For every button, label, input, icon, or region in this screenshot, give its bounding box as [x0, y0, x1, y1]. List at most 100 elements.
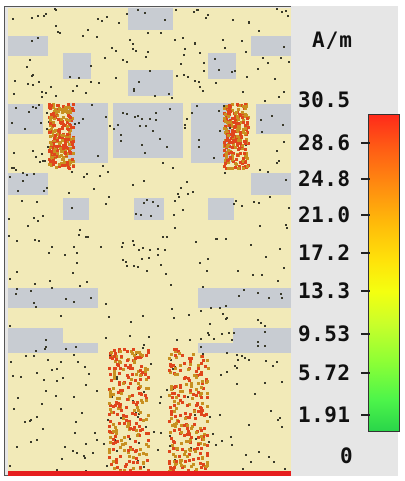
- current-arrow-icon: [223, 105, 225, 107]
- current-arrow-icon: [134, 413, 137, 416]
- current-arrow-icon: [162, 162, 164, 164]
- current-arrow-icon: [281, 11, 283, 13]
- current-arrow-icon: [108, 316, 110, 318]
- current-arrow-icon: [224, 162, 227, 165]
- current-arrow-icon: [219, 307, 221, 309]
- current-arrow-icon: [117, 124, 119, 126]
- legend-tick: 24.8: [298, 167, 351, 191]
- current-arrow-icon: [116, 450, 118, 452]
- current-arrow-icon: [26, 66, 28, 68]
- current-arrow-icon: [234, 166, 237, 169]
- current-arrow-icon: [236, 126, 239, 129]
- current-arrow-icon: [24, 421, 26, 423]
- current-arrow-icon: [247, 142, 250, 145]
- current-arrow-icon: [180, 459, 183, 462]
- current-arrow-icon: [57, 129, 60, 132]
- current-arrow-icon: [109, 390, 112, 393]
- current-arrow-icon: [189, 389, 192, 392]
- current-arrow-icon: [179, 364, 182, 367]
- current-arrow-icon: [119, 350, 122, 353]
- current-arrow-icon: [127, 435, 130, 438]
- current-arrow-icon: [231, 125, 234, 128]
- current-arrow-icon: [122, 259, 124, 261]
- legend-tick: 21.0: [298, 203, 351, 227]
- current-arrow-icon: [240, 104, 243, 107]
- current-arrow-icon: [125, 415, 128, 418]
- current-arrow-icon: [230, 436, 232, 438]
- colorbar-tick: [361, 414, 370, 416]
- current-arrow-icon: [42, 215, 44, 217]
- current-arrow-icon: [244, 148, 247, 151]
- current-arrow-icon: [85, 384, 87, 386]
- current-arrow-icon: [174, 367, 177, 370]
- current-arrow-icon: [138, 453, 141, 456]
- current-arrow-icon: [173, 317, 175, 319]
- current-arrow-icon: [169, 406, 172, 409]
- current-arrow-icon: [204, 365, 207, 368]
- current-arrow-icon: [69, 109, 72, 112]
- current-arrow-icon: [229, 133, 232, 136]
- current-arrow-icon: [248, 22, 250, 24]
- current-arrow-icon: [9, 278, 11, 280]
- current-arrow-icon: [200, 410, 203, 413]
- current-arrow-icon: [136, 356, 139, 359]
- current-arrow-icon: [108, 448, 111, 451]
- current-arrow-icon: [257, 68, 259, 70]
- current-arrow-icon: [48, 129, 51, 132]
- current-arrow-icon: [64, 151, 67, 154]
- current-arrow-icon: [197, 410, 200, 413]
- current-arrow-icon: [186, 433, 189, 436]
- current-arrow-icon: [70, 126, 73, 129]
- current-arrow-icon: [129, 469, 132, 472]
- current-arrow-icon: [257, 341, 259, 343]
- current-arrow-icon: [187, 377, 190, 380]
- current-arrow-icon: [142, 315, 144, 317]
- current-arrow-icon: [108, 402, 111, 405]
- current-arrow-icon: [168, 369, 171, 372]
- current-arrow-icon: [225, 128, 228, 131]
- current-arrow-icon: [96, 439, 98, 441]
- current-arrow-icon: [148, 336, 150, 338]
- current-arrow-icon: [141, 118, 143, 120]
- current-arrow-icon: [234, 365, 236, 367]
- current-arrow-icon: [135, 457, 138, 460]
- current-arrow-icon: [43, 190, 45, 192]
- current-arrow-icon: [13, 93, 15, 95]
- current-arrow-icon: [173, 348, 176, 351]
- current-arrow-icon: [238, 125, 241, 128]
- current-arrow-icon: [49, 141, 52, 144]
- current-arrow-icon: [137, 387, 140, 390]
- current-arrow-icon: [130, 350, 133, 353]
- current-arrow-icon: [140, 214, 142, 216]
- current-arrow-icon: [26, 174, 28, 176]
- current-arrow-icon: [134, 116, 136, 118]
- current-arrow-icon: [193, 11, 195, 13]
- current-arrow-icon: [192, 463, 195, 466]
- current-arrow-icon: [141, 144, 143, 146]
- current-arrow-icon: [246, 117, 249, 120]
- current-arrow-icon: [139, 429, 142, 432]
- current-arrow-icon: [34, 239, 36, 241]
- current-arrow-icon: [137, 370, 140, 373]
- current-arrow-icon: [54, 161, 57, 164]
- current-arrow-icon: [244, 124, 247, 127]
- current-arrow-icon: [199, 86, 201, 88]
- current-arrow-icon: [124, 364, 127, 367]
- current-arrow-icon: [199, 373, 202, 376]
- current-arrow-icon: [170, 284, 172, 286]
- legend-tick: 13.3: [298, 279, 351, 303]
- current-arrow-icon: [200, 435, 203, 438]
- current-arrow-icon: [129, 335, 131, 337]
- current-arrow-icon: [33, 217, 35, 219]
- current-arrow-icon: [118, 22, 120, 24]
- current-arrow-icon: [51, 131, 54, 134]
- current-arrow-icon: [53, 153, 56, 156]
- current-arrow-icon: [181, 448, 184, 451]
- current-arrow-icon: [64, 143, 67, 146]
- current-arrow-icon: [113, 367, 116, 370]
- current-arrow-icon: [281, 297, 283, 299]
- current-arrow-icon: [33, 173, 35, 175]
- current-arrow-icon: [54, 108, 57, 111]
- current-arrow-icon: [87, 236, 89, 238]
- current-arrow-icon: [55, 9, 57, 11]
